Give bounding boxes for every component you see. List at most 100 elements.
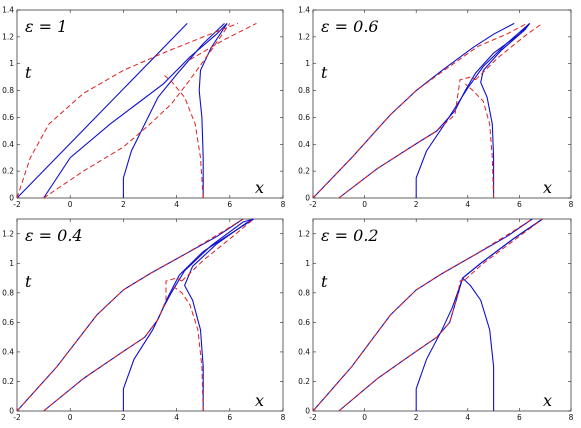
y-tick-label: 0.6: [298, 113, 310, 122]
y-tick-label: 1.2: [2, 229, 14, 238]
y-tick-label: 1.2: [298, 32, 310, 41]
solid-curve-3: [415, 218, 543, 411]
x-tick-label: 4: [465, 413, 470, 422]
y-tick-label: 0: [305, 194, 310, 203]
solid-curve-4: [198, 23, 228, 198]
solid-curve-4: [480, 23, 531, 198]
x-tick-label: 6: [227, 413, 232, 422]
plot-frame: [16, 9, 284, 199]
x-tick-label: 6: [517, 200, 522, 209]
y-axis-label: t: [321, 272, 328, 291]
y-tick-label: 1: [305, 259, 310, 268]
y-tick-label: 0.4: [2, 347, 14, 356]
y-axis-label: t: [25, 272, 32, 291]
y-tick-label: 1.4: [2, 6, 14, 15]
y-tick-label: 0: [9, 194, 14, 203]
dashed-curve-5: [16, 218, 244, 412]
solid-curve-1: [16, 23, 188, 199]
dashed-curve-5: [312, 22, 528, 199]
subplot-4: -2 0 2 4 6 800.20.40.60.811.2 ε = 0.2tx: [298, 218, 574, 422]
y-tick-label: 0.2: [2, 167, 14, 176]
y-axis-label: t: [25, 63, 32, 82]
plot-frame: [16, 218, 284, 412]
panel-title: ε = 0.4: [25, 226, 83, 245]
solid-curve-3: [122, 23, 225, 198]
x-axis-label: x: [255, 178, 264, 197]
plot-frame: [312, 9, 572, 199]
x-tick-label: 0: [68, 200, 73, 209]
x-axis-label: x: [255, 391, 264, 410]
x-tick-label: 2: [414, 200, 419, 209]
plot-frame: [312, 218, 572, 412]
y-tick-label: 0.2: [298, 377, 310, 386]
solid-curve-1: [312, 218, 533, 412]
dashed-curve-7: [464, 83, 495, 199]
x-tick-label: 2: [121, 413, 126, 422]
x-tick-label: 8: [569, 200, 574, 209]
y-tick-label: 0: [9, 407, 14, 416]
x-tick-label: 4: [174, 413, 179, 422]
y-tick-label: 0.6: [2, 113, 14, 122]
y-tick-label: 0.6: [2, 318, 14, 327]
x-tick-label: 8: [281, 200, 286, 209]
solid-curve-1: [312, 22, 515, 199]
dashed-curve-6: [338, 279, 466, 412]
x-tick-label: -2: [13, 200, 21, 209]
dashed-curve-8: [189, 22, 257, 61]
x-tick-label: -2: [13, 413, 21, 422]
x-tick-label: 8: [281, 413, 286, 422]
y-tick-label: 0.8: [2, 86, 14, 95]
dashed-curve-6: [43, 23, 231, 199]
y-tick-label: 0.4: [2, 140, 14, 149]
x-tick-label: 0: [68, 413, 73, 422]
subplot-2: -2 0 2 4 6 800.20.40.60.811.21.4ε = 0.6tx: [298, 6, 574, 210]
y-tick-label: 0.2: [2, 377, 14, 386]
y-tick-label: 0.4: [298, 347, 310, 356]
x-tick-label: -2: [309, 200, 317, 209]
dashed-curve-6: [338, 76, 476, 199]
y-tick-label: 1.2: [2, 32, 14, 41]
dashed-curve-8: [181, 218, 255, 282]
dashed-curve-7: [464, 218, 543, 280]
x-tick-label: 6: [517, 413, 522, 422]
subplot-3: -2 0 2 4 6 800.20.40.60.811.2 ε = 0.4tx: [2, 218, 286, 422]
x-tick-label: 0: [362, 200, 367, 209]
y-tick-label: 0.2: [298, 167, 310, 176]
y-tick-label: 0.4: [298, 140, 310, 149]
y-tick-label: 0.8: [2, 288, 14, 297]
solid-curve-3: [122, 218, 254, 411]
solid-curve-3: [415, 22, 531, 198]
dashed-curve-5: [16, 22, 238, 199]
dashed-curve-5: [312, 218, 533, 412]
y-tick-label: 1.4: [298, 6, 310, 15]
y-tick-label: 0.8: [298, 288, 310, 297]
panel-title: ε = 0.2: [321, 226, 379, 245]
x-tick-label: 2: [121, 200, 126, 209]
y-tick-label: 0.8: [298, 86, 310, 95]
y-tick-label: 1: [9, 59, 14, 68]
dashed-curve-6: [43, 277, 183, 412]
dashed-curve-7: [162, 74, 204, 199]
y-tick-label: 1: [305, 59, 310, 68]
x-axis-label: x: [543, 178, 552, 197]
x-tick-label: 8: [569, 413, 574, 422]
solid-curve-2: [43, 218, 254, 412]
subplot-1: -2 0 2 4 6 800.20.40.60.811.21.4ε = 1tx: [2, 6, 286, 210]
dashed-curve-7: [173, 286, 204, 412]
panel-title: ε = 1: [25, 17, 67, 36]
y-tick-label: 1.2: [298, 229, 310, 238]
solid-curve-4: [462, 277, 495, 411]
solid-curve-2: [43, 23, 228, 199]
y-axis-label: t: [321, 63, 328, 82]
x-tick-label: -2: [309, 413, 317, 422]
x-tick-label: 2: [414, 413, 419, 422]
y-tick-label: 0.6: [298, 318, 310, 327]
x-tick-label: 4: [174, 200, 179, 209]
y-tick-label: 0: [305, 407, 310, 416]
x-tick-label: 0: [362, 413, 367, 422]
y-tick-label: 1: [9, 259, 14, 268]
x-tick-label: 6: [227, 200, 232, 209]
panel-title: ε = 0.6: [321, 17, 379, 36]
solid-curve-4: [183, 218, 254, 411]
